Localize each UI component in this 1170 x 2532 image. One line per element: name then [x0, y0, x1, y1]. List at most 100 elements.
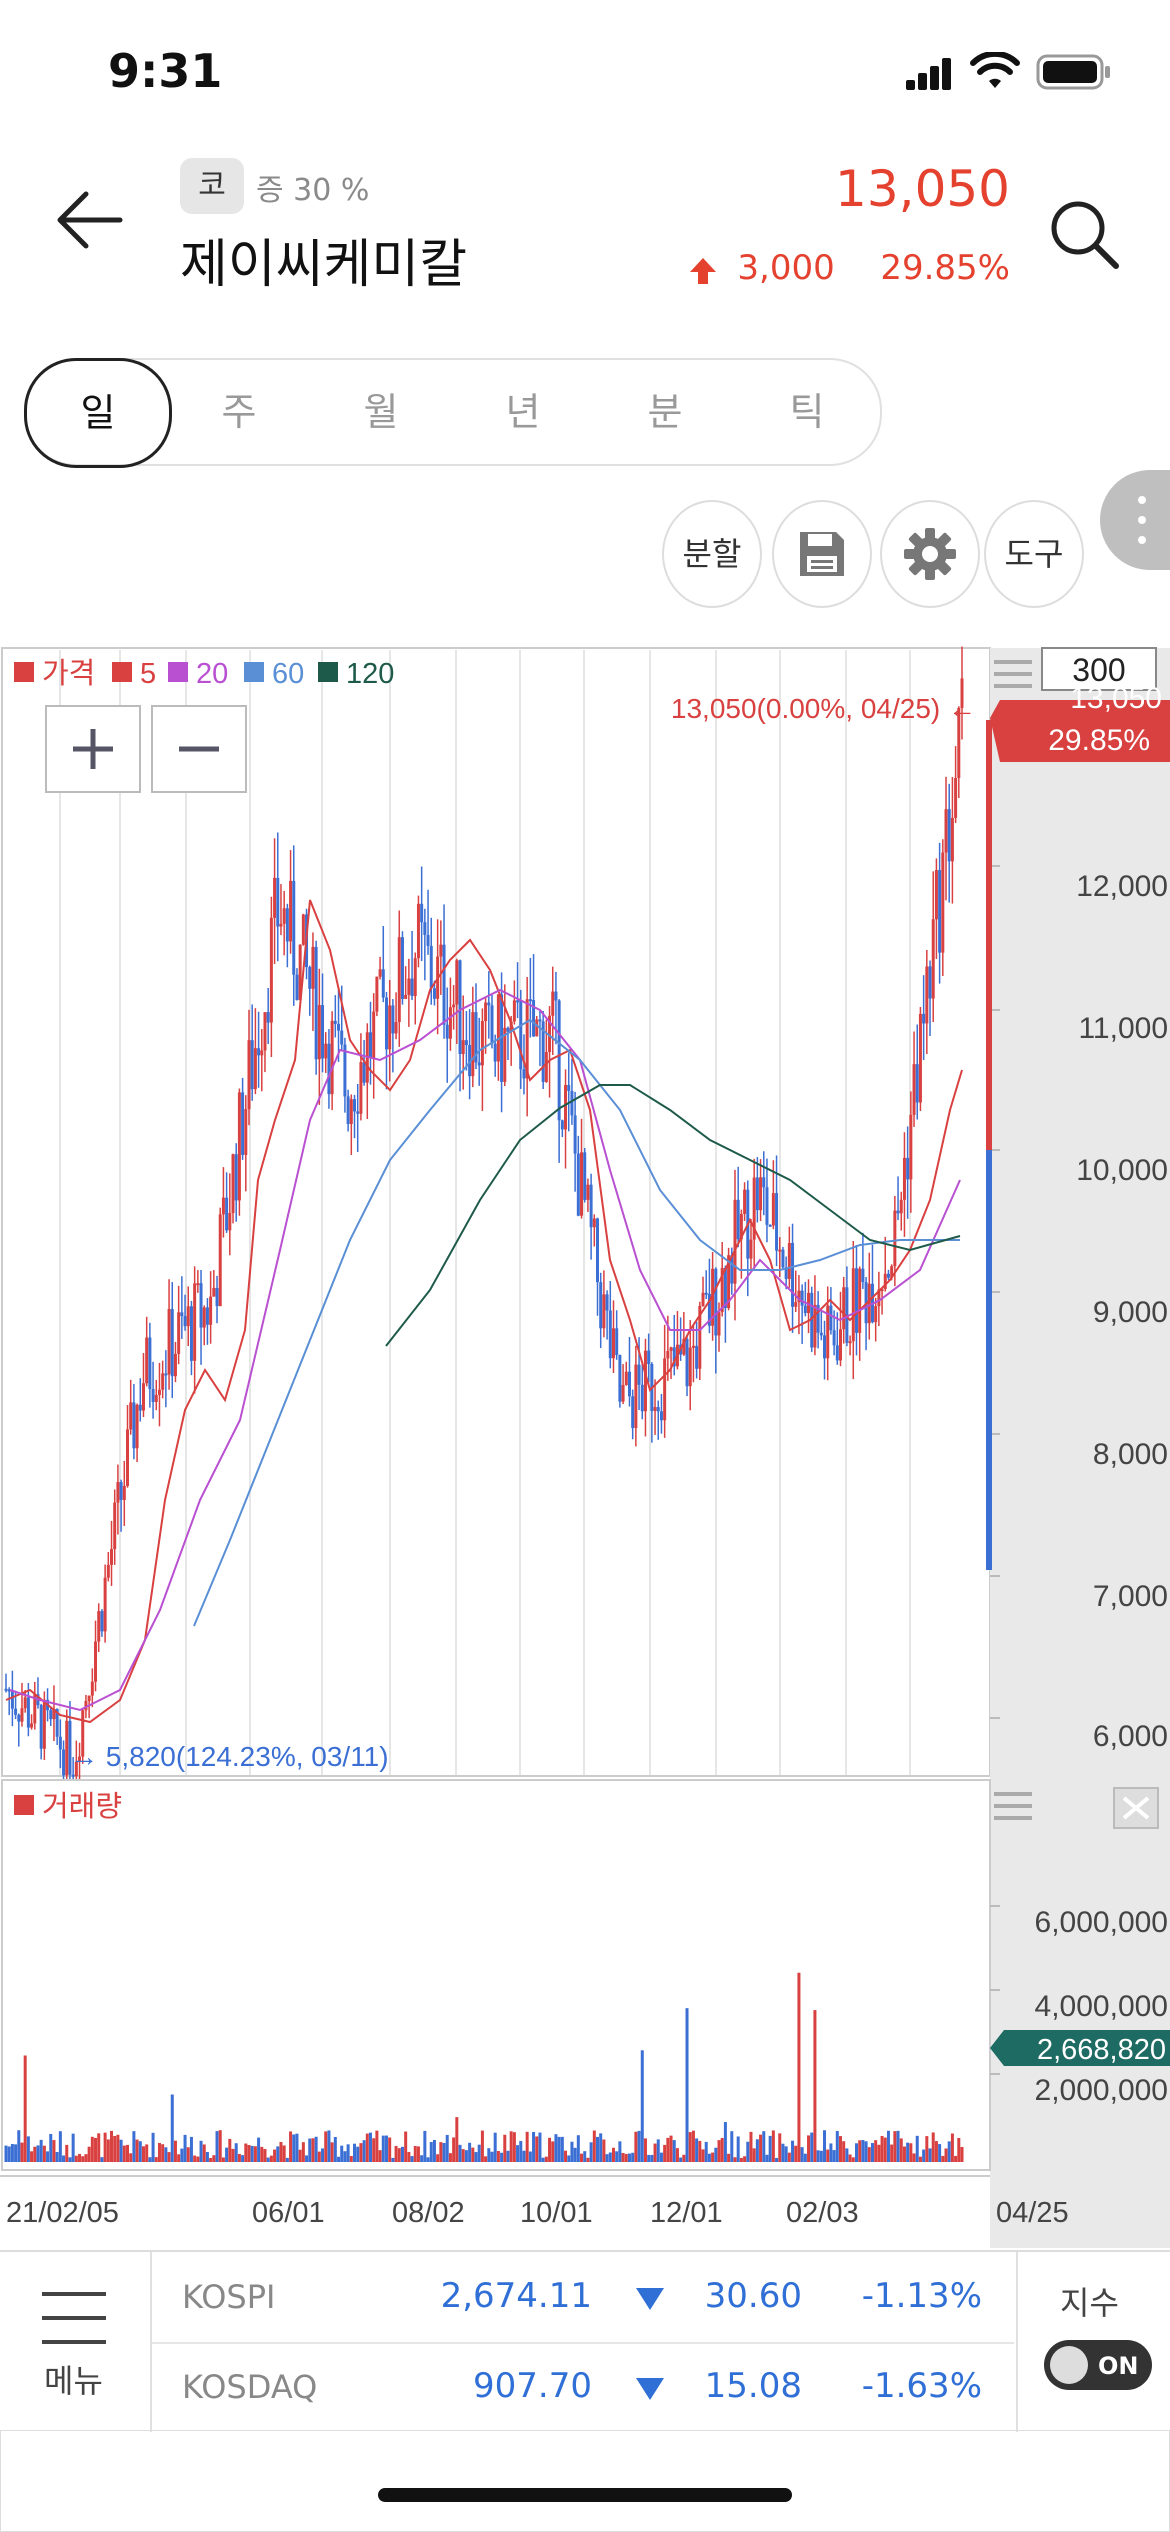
- candle-body: [934, 870, 938, 920]
- zoom-out-button[interactable]: [151, 705, 247, 793]
- candle-body: [861, 1268, 865, 1283]
- candle-body: [14, 1708, 18, 1715]
- volume-menu-icon[interactable]: [994, 1792, 1032, 1820]
- volume-bar: [528, 2151, 532, 2162]
- volume-bar: [704, 2141, 708, 2162]
- volume-bar: [65, 2144, 69, 2162]
- volume-bar: [762, 2131, 766, 2162]
- candle-body: [682, 1338, 686, 1355]
- volume-bar: [209, 2157, 213, 2162]
- volume-bar: [464, 2150, 468, 2162]
- volume-bar: [221, 2157, 225, 2162]
- tab-week[interactable]: 주: [221, 390, 257, 434]
- candle-body: [656, 1407, 660, 1412]
- tools-button[interactable]: 도구: [984, 500, 1084, 608]
- down-triangle-icon: [636, 2288, 664, 2310]
- volume-bar: [580, 2153, 584, 2162]
- menu-button[interactable]: 메뉴: [0, 2252, 152, 2432]
- volume-bar: [864, 2141, 868, 2162]
- status-time: 9:31: [108, 44, 223, 98]
- candle-body: [196, 1283, 200, 1286]
- volume-bar: [925, 2136, 929, 2162]
- save-button[interactable]: [772, 500, 872, 608]
- candle-body: [586, 1184, 590, 1200]
- volume-bar: [308, 2138, 312, 2162]
- stock-name[interactable]: 제이씨케미칼: [180, 235, 468, 295]
- chart-menu-icon[interactable]: [994, 660, 1032, 688]
- split-button[interactable]: 분할: [662, 500, 762, 608]
- candle-body: [829, 1305, 833, 1331]
- side-menu-handle[interactable]: [1100, 470, 1170, 570]
- volume-bar: [679, 2157, 683, 2162]
- price-tick: 11,000: [1078, 1012, 1168, 1045]
- candle-body: [100, 1611, 104, 1632]
- tab-month[interactable]: 월: [363, 390, 399, 434]
- candle-body: [250, 1040, 254, 1090]
- volume-bar: [407, 2151, 411, 2162]
- candle-body: [902, 1157, 906, 1200]
- candle-body: [129, 1402, 133, 1430]
- volume-bar: [893, 2131, 897, 2162]
- candle-body: [618, 1354, 622, 1402]
- hamburger-menu-icon: [42, 2292, 106, 2344]
- candle-body: [611, 1328, 615, 1359]
- volume-bar: [234, 2143, 238, 2162]
- more-vertical-icon: [1138, 496, 1146, 544]
- price-axis-panel: [990, 648, 1170, 2248]
- candle-body: [218, 1214, 222, 1307]
- candle-body: [938, 870, 942, 953]
- volume-bar: [858, 2140, 862, 2162]
- back-arrow-icon[interactable]: [50, 180, 130, 260]
- tab-tick[interactable]: 틱: [789, 390, 825, 434]
- price-tick: 7,000: [1093, 1580, 1168, 1613]
- volume-tick: 2,000,000: [1035, 2074, 1168, 2107]
- candle-body: [423, 922, 427, 935]
- volume-bars: [4, 1972, 964, 2162]
- volume-bar: [250, 2145, 254, 2162]
- tab-year[interactable]: 년: [505, 390, 541, 434]
- volume-bar: [490, 2151, 494, 2162]
- candle-body: [314, 946, 318, 1060]
- candle-body: [842, 1287, 846, 1330]
- index-toggle[interactable]: ON: [1044, 2340, 1152, 2390]
- index-row-kosdaq[interactable]: KOSDAQ 907.70 15.08 -1.63%: [152, 2342, 1014, 2432]
- tab-minute[interactable]: 분: [647, 390, 683, 434]
- index-row-kospi[interactable]: KOSPI 2,674.11 30.60 -1.13%: [152, 2252, 1014, 2344]
- candle-body: [113, 1502, 117, 1550]
- candle-body: [282, 908, 286, 924]
- candle-body: [68, 1720, 72, 1775]
- candle-body: [551, 991, 555, 1016]
- candle-body: [228, 1212, 232, 1231]
- candle-body: [592, 1218, 596, 1228]
- search-icon[interactable]: [1046, 196, 1122, 272]
- candle-body: [132, 1402, 136, 1449]
- candle-body: [711, 1268, 715, 1326]
- candle-body: [704, 1292, 708, 1295]
- candle-body: [186, 1306, 190, 1327]
- candle-body: [733, 1199, 737, 1284]
- volume-bar: [883, 2137, 887, 2162]
- volume-bar: [512, 2132, 516, 2162]
- stock-chart[interactable]: 12,000 11,000 10,000 9,000 8,000 7,000 6…: [0, 645, 1170, 2250]
- candle-body: [55, 1708, 59, 1737]
- candle-body: [854, 1268, 858, 1333]
- volume-bar: [695, 2138, 699, 2162]
- volume-bar: [938, 2144, 942, 2162]
- candle-body: [835, 1345, 839, 1361]
- count-box[interactable]: [1041, 647, 1157, 691]
- candle-body: [596, 1218, 600, 1283]
- candle-body: [26, 1697, 30, 1728]
- candle-body: [605, 1294, 609, 1311]
- volume-bar: [397, 2148, 401, 2162]
- legend-ma120: 120: [346, 658, 394, 690]
- tab-day[interactable]: 일: [24, 358, 172, 468]
- volume-bar: [599, 2133, 603, 2162]
- candle-body: [122, 1485, 126, 1500]
- volume-bar: [867, 2147, 871, 2162]
- candle-body: [212, 1287, 216, 1297]
- volume-close-button[interactable]: [1113, 1787, 1159, 1829]
- settings-button[interactable]: [880, 500, 980, 608]
- candle-body: [573, 1115, 577, 1154]
- candle-body: [560, 1120, 564, 1130]
- zoom-in-button[interactable]: [45, 705, 141, 793]
